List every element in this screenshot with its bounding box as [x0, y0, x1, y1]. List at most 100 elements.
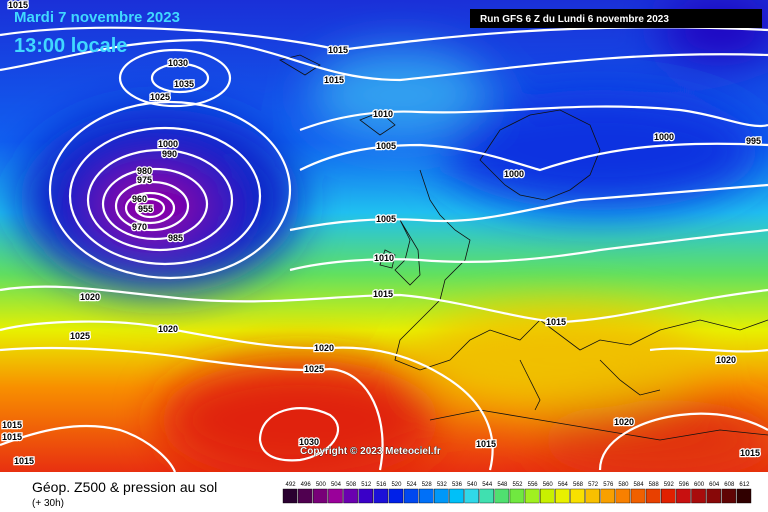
scale-swatch — [645, 488, 661, 504]
scale-label: 540 — [467, 482, 478, 488]
scale-label: 536 — [452, 482, 463, 488]
copyright: Copyright © 2023 Meteociel.fr — [300, 446, 441, 457]
scale-label: 512 — [361, 482, 372, 488]
scale-label: 560 — [543, 482, 554, 488]
isobar-label: 1025 — [304, 364, 324, 374]
scale-swatch — [449, 488, 464, 504]
isobar-label: 1015 — [328, 45, 348, 55]
scale-label: 500 — [316, 482, 327, 488]
isobar-label: 1025 — [150, 92, 170, 102]
scale-swatch — [343, 488, 358, 504]
scale-swatch — [676, 488, 691, 504]
scale-swatch — [691, 488, 706, 504]
isobar-label: 1015 — [2, 420, 22, 430]
scale-label: 612 — [739, 482, 750, 488]
isobar-label: 1020 — [716, 355, 736, 365]
scale-swatch — [479, 488, 495, 504]
scale-swatch — [509, 488, 525, 504]
scale-swatch — [721, 488, 737, 504]
isobar-label: 975 — [137, 175, 152, 185]
isobar-label: 1030 — [168, 58, 188, 68]
map-date: Mardi 7 novembre 2023 — [14, 9, 180, 26]
footer-title: Géop. Z500 & pression au sol — [32, 479, 217, 495]
isobar-label: 1015 — [546, 317, 566, 327]
scale-label: 608 — [724, 482, 735, 488]
isobars — [0, 26, 768, 472]
isobar-label: 955 — [138, 204, 153, 214]
scale-label: 508 — [346, 482, 357, 488]
scale-swatch — [403, 488, 419, 504]
scale-label: 564 — [558, 482, 569, 488]
coastlines — [278, 54, 768, 441]
scale-swatch — [524, 488, 540, 504]
scale-label: 492 — [286, 482, 297, 488]
scale-label: 548 — [497, 482, 508, 488]
scale-swatch — [282, 488, 298, 504]
scale-label: 544 — [482, 482, 493, 488]
scale-swatch — [600, 488, 616, 504]
isobar-label: 1015 — [2, 432, 22, 442]
scale-label: 580 — [618, 482, 629, 488]
isobar-label: 1010 — [373, 109, 393, 119]
isobar-label: 1005 — [376, 141, 396, 151]
scale-label: 504 — [331, 482, 342, 488]
isobar-label: 1015 — [8, 0, 28, 10]
isobar-label: 980 — [137, 166, 152, 176]
scale-label: 556 — [528, 482, 539, 488]
scale-label: 600 — [694, 482, 705, 488]
scale-swatch — [313, 488, 328, 504]
scale-label: 516 — [376, 482, 387, 488]
scale-swatch — [388, 488, 404, 504]
isobar-label: 1010 — [374, 253, 394, 263]
isobar-label: 1020 — [314, 343, 334, 353]
isobar-label: 990 — [162, 149, 177, 159]
scale-label: 532 — [437, 482, 448, 488]
scale-swatch — [570, 488, 585, 504]
scale-label: 584 — [634, 482, 645, 488]
isobar-label: 1025 — [70, 331, 90, 341]
isobar-label: 1000 — [504, 169, 524, 179]
isobar-label: 1015 — [324, 75, 344, 85]
isobar-label: 1015 — [14, 456, 34, 466]
isobar-label: 1020 — [614, 417, 634, 427]
isobar-label: 1015 — [476, 439, 496, 449]
scale-label: 572 — [588, 482, 599, 488]
scale-label: 552 — [512, 482, 523, 488]
scale-swatch — [661, 488, 676, 504]
scale-swatch — [539, 488, 555, 504]
scale-label: 528 — [422, 482, 433, 488]
scale-swatch — [464, 488, 479, 504]
scale-swatch — [736, 488, 752, 504]
isobar-label: 1015 — [373, 289, 393, 299]
map-field — [0, 0, 768, 472]
scale-label: 604 — [709, 482, 720, 488]
scale-swatch — [358, 488, 373, 504]
isobar-label: 985 — [168, 233, 183, 243]
isobar-label: 1015 — [740, 448, 760, 458]
isobar-label: 1000 — [654, 132, 674, 142]
scale-swatch — [615, 488, 631, 504]
scale-label: 520 — [391, 482, 402, 488]
scale-swatch — [555, 488, 570, 504]
scale-label: 588 — [649, 482, 660, 488]
color-scale: 492 496 500 504 508 512 516 520 524 528 532 536 540 5… — [282, 482, 752, 504]
scale-swatch — [297, 488, 313, 504]
scale-label: 576 — [603, 482, 614, 488]
scale-swatch — [706, 488, 721, 504]
scale-swatch — [418, 488, 434, 504]
map-time: 13:00 locale — [14, 35, 127, 57]
scale-swatch — [328, 488, 343, 504]
scale-label: 524 — [407, 482, 418, 488]
isobar-label: 1005 — [376, 214, 396, 224]
scale-swatch — [373, 488, 389, 504]
scale-swatch — [585, 488, 600, 504]
scale-swatch — [630, 488, 646, 504]
isobar-label: 1035 — [174, 79, 194, 89]
isobar-label: 995 — [746, 136, 761, 146]
isobar-label: 1000 — [158, 139, 178, 149]
scale-label: 568 — [573, 482, 584, 488]
isobar-label: 1020 — [158, 324, 178, 334]
isobar-label: 960 — [132, 194, 147, 204]
scale-swatch — [434, 488, 449, 504]
